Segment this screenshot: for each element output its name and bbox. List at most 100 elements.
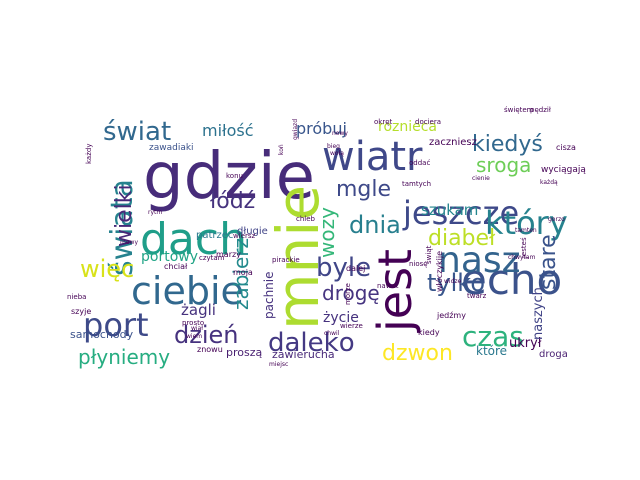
word-cloud-word: szukam xyxy=(421,201,478,219)
word-cloud-word: jesteś xyxy=(520,237,528,259)
word-cloud-word: nieba xyxy=(67,293,86,301)
word-cloud-word: niosę xyxy=(409,260,428,268)
word-cloud-word: świat xyxy=(103,117,171,147)
word-cloud-word: tylko xyxy=(427,269,485,297)
word-cloud-word: cienie xyxy=(472,175,490,182)
word-cloud-word: jeszcze xyxy=(402,194,519,232)
word-cloud-word: dzień xyxy=(174,321,238,349)
word-cloud-word: konu xyxy=(226,172,243,180)
word-cloud-word: naszych xyxy=(531,287,546,340)
word-cloud-word: mgle xyxy=(336,177,391,202)
word-cloud-word: port xyxy=(83,306,149,344)
word-cloud-word: wiersz xyxy=(233,232,256,240)
word-cloud-word: chleb xyxy=(296,215,316,223)
word-cloud-word: stare xyxy=(536,234,561,290)
word-cloud-word: dociera xyxy=(415,118,441,126)
word-cloud-word: ciebie xyxy=(131,269,244,313)
word-cloud-word: morze xyxy=(344,283,352,305)
word-cloud-word: pachnie xyxy=(262,272,276,320)
word-cloud-word: dalekо xyxy=(268,328,355,358)
word-cloud-word: nowy xyxy=(332,130,348,137)
word-cloud-word: mnie xyxy=(264,185,332,330)
word-cloud-word: chwytam xyxy=(508,254,536,261)
word-cloud-word: widzę xyxy=(444,278,462,285)
word-cloud-word: gorzo xyxy=(548,216,565,223)
word-cloud-word: pędził xyxy=(530,106,551,114)
word-cloud-word: chciał xyxy=(164,262,188,271)
word-cloud-word: portowy xyxy=(141,249,198,265)
word-cloud-word: wierze xyxy=(340,322,363,330)
word-cloud-word: świata xyxy=(105,179,140,276)
word-cloud-word: nasz xyxy=(438,240,521,281)
word-cloud-word: tamtych xyxy=(402,180,431,188)
word-cloud-word: więc xyxy=(80,255,134,283)
word-cloud-word: nawet xyxy=(377,282,399,290)
word-cloud-word: miejsc xyxy=(269,361,288,368)
word-cloud-word: gdzie xyxy=(143,140,315,214)
word-cloud-word: wielki xyxy=(112,184,137,247)
word-cloud-word: roznieca xyxy=(378,119,437,135)
word-cloud-word: każdą xyxy=(540,179,558,186)
word-cloud-word: wiem xyxy=(186,333,202,340)
word-cloud-word: dach xyxy=(140,214,247,265)
word-cloud-word: czas xyxy=(462,320,524,353)
word-cloud-word: drogę xyxy=(322,281,380,305)
word-cloud-word: który xyxy=(485,204,568,242)
word-cloud-word: jedźmy xyxy=(436,311,466,320)
word-cloud-word: tamten xyxy=(515,227,537,234)
word-cloud-word: czytam xyxy=(199,254,225,262)
word-cloud-word: bieg xyxy=(327,143,340,150)
word-cloud-word: które xyxy=(476,344,507,358)
word-cloud-word: diabeł xyxy=(428,226,496,251)
word-cloud-word: marzy xyxy=(216,250,241,259)
word-cloud-word: szyje xyxy=(71,307,91,316)
word-cloud-word: dzwon xyxy=(382,341,453,366)
word-cloud-word: długie xyxy=(237,226,268,237)
word-cloud-word: próbuj xyxy=(296,119,347,138)
word-cloud-word: zawadiaki xyxy=(149,143,194,153)
word-cloud-word: wiał xyxy=(191,325,203,332)
word-cloud-word: gwiazd xyxy=(292,119,299,140)
word-cloud-word: świąt xyxy=(425,245,433,264)
word-cloud-word: proszą xyxy=(226,346,262,359)
word-cloud-word: świętem xyxy=(504,106,534,114)
word-cloud-word: miłość xyxy=(202,121,254,140)
word-cloud-word: patrzeć xyxy=(196,229,233,241)
word-cloud-word: jest xyxy=(368,249,422,333)
word-cloud-word: zawierucha xyxy=(272,348,335,361)
word-cloud-word: mewy xyxy=(120,239,138,246)
word-cloud-word: wiatr xyxy=(322,134,423,180)
word-cloud-word: chwil xyxy=(324,330,340,337)
word-cloud-word: dalej xyxy=(346,264,365,273)
word-cloud-word: moja xyxy=(233,268,253,277)
word-cloud-word: byle xyxy=(316,253,371,283)
word-cloud-word: echo xyxy=(461,255,562,304)
word-cloud-word: ukrył xyxy=(509,336,542,351)
word-cloud-word: zabierz xyxy=(229,238,253,310)
word-cloud-word: dnia xyxy=(349,211,401,239)
word-cloud-word: sroga xyxy=(476,153,531,177)
word-cloud-word: łódź xyxy=(210,189,255,214)
word-cloud-word: twarz xyxy=(467,292,487,300)
word-cloud-word: koń xyxy=(278,144,285,155)
word-cloud-word: wołą xyxy=(330,150,344,157)
word-cloud-word: prosto xyxy=(182,319,204,327)
word-cloud-word: oddać xyxy=(409,159,430,167)
word-cloud-word: kiedyś xyxy=(472,132,543,157)
word-cloud-word: zaczniesz xyxy=(429,137,477,148)
word-cloud-word: żagli xyxy=(181,301,216,319)
word-cloud-word: wozy xyxy=(315,207,339,258)
word-cloud-word: każdy xyxy=(85,144,93,164)
word-cloud-word: droga xyxy=(539,349,568,360)
word-cloud-word: rytm xyxy=(148,209,162,216)
word-cloud-word: samochody xyxy=(70,328,134,341)
word-cloud-word: pirackie xyxy=(272,256,300,264)
word-cloud-word: kiedy xyxy=(418,328,440,337)
word-cloud-word: okręt xyxy=(374,118,393,126)
word-cloud-word: życie xyxy=(323,310,359,326)
word-cloud-word: włóczykije xyxy=(434,251,444,292)
word-cloud-word: cisza xyxy=(556,143,576,152)
